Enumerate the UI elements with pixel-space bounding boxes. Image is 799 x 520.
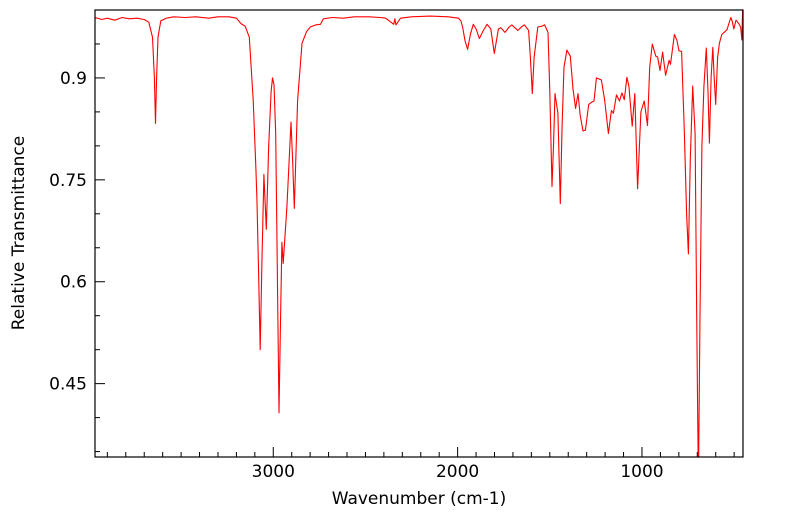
axis-ticks [95,9,735,457]
x-axis-label: Wavenumber (cm-1) [332,489,507,509]
y-axis-label: Relative Transmittance [9,136,29,331]
plot-frame [94,9,744,458]
x-tick-label: 2000 [436,462,479,482]
tick-labels: 3000 2000 1000 0.9 0.75 0.6 0.45 [49,69,663,482]
y-tick-label: 0.9 [60,69,87,89]
x-tick-label: 3000 [252,462,295,482]
spectrum-line [95,10,743,457]
y-tick-label: 0.75 [49,171,87,191]
y-tick-label: 0.6 [60,273,87,293]
y-tick-label: 0.45 [49,375,87,395]
x-tick-label: 1000 [620,462,663,482]
